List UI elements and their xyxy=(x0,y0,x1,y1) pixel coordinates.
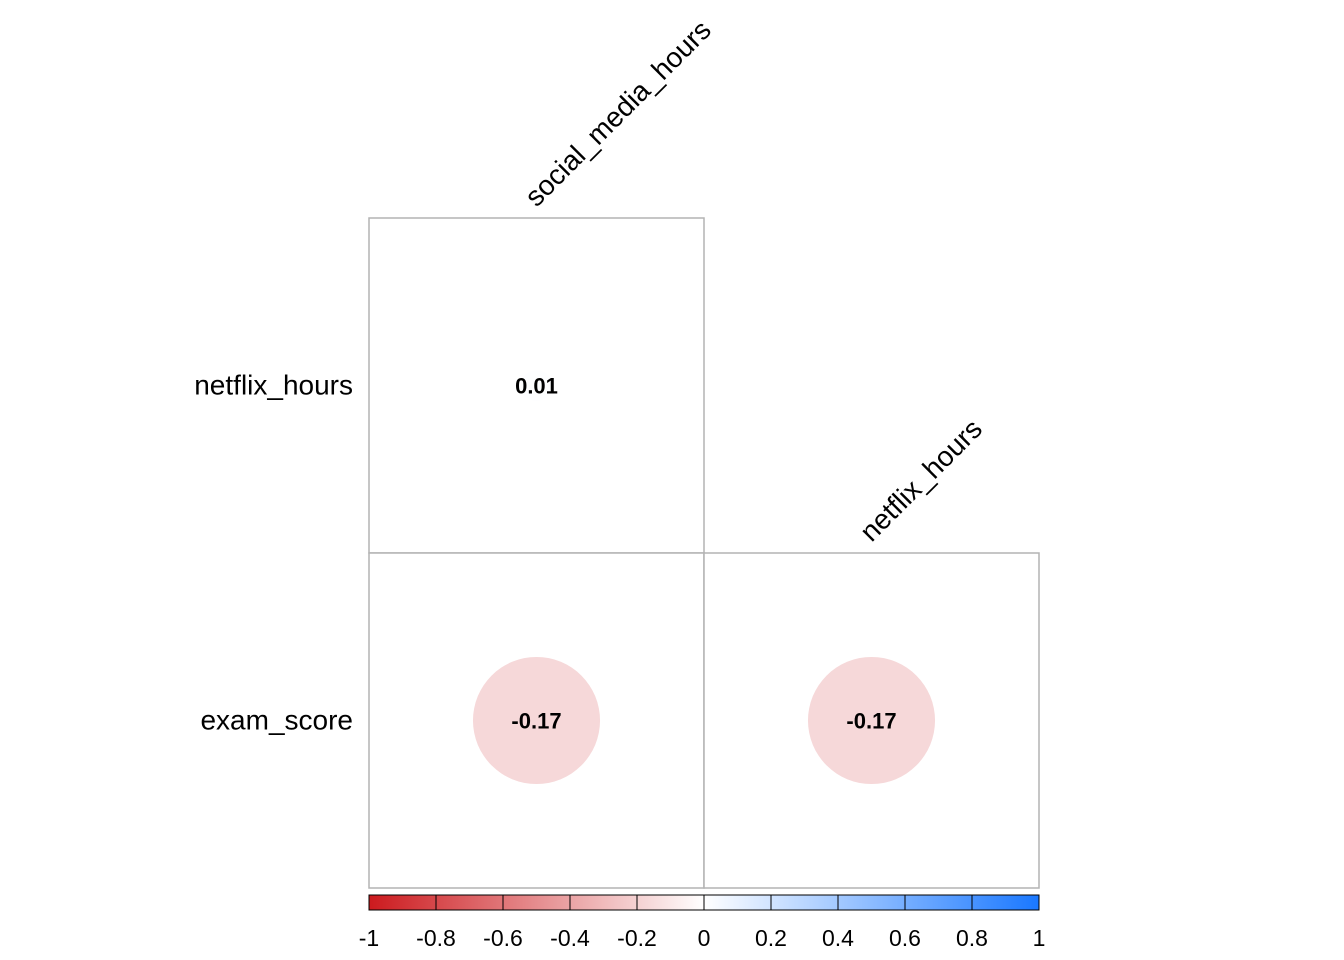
colorbar: -1 -0.8 -0.6 -0.4 -0.2 0 0.2 0.4 0.6 0.8 1 xyxy=(359,894,1046,951)
cells-layer xyxy=(368,217,1040,889)
colorbar-tick-label: 0.2 xyxy=(755,925,787,951)
coefficient-label: 0.01 xyxy=(515,374,558,399)
colorbar-tick-label: 0 xyxy=(698,925,711,951)
colorbar-tick-label: -0.8 xyxy=(416,925,456,951)
colorbar-tick-label: 0.8 xyxy=(956,925,988,951)
colorbar-tick-label: -0.4 xyxy=(550,925,590,951)
colorbar-tick-label: -1 xyxy=(359,925,379,951)
row-label: netflix_hours xyxy=(194,370,353,401)
coefficient-label: -0.17 xyxy=(846,709,896,734)
colorbar-tick-label: 0.4 xyxy=(822,925,854,951)
colorbar-tick-label: -0.6 xyxy=(483,925,523,951)
correlation-circle xyxy=(472,656,601,785)
column-label: social_media_hours xyxy=(519,14,717,212)
colorbar-tick-label: 1 xyxy=(1033,925,1046,951)
correlation-circle xyxy=(807,656,936,785)
correlation-circle xyxy=(521,370,552,401)
row-label: exam_score xyxy=(200,705,353,736)
colorbar-tick-label: -0.2 xyxy=(617,925,657,951)
column-label: netflix_hours xyxy=(854,413,988,547)
colorbar-tick-label: 0.6 xyxy=(889,925,921,951)
coefficient-label: -0.17 xyxy=(511,709,561,734)
